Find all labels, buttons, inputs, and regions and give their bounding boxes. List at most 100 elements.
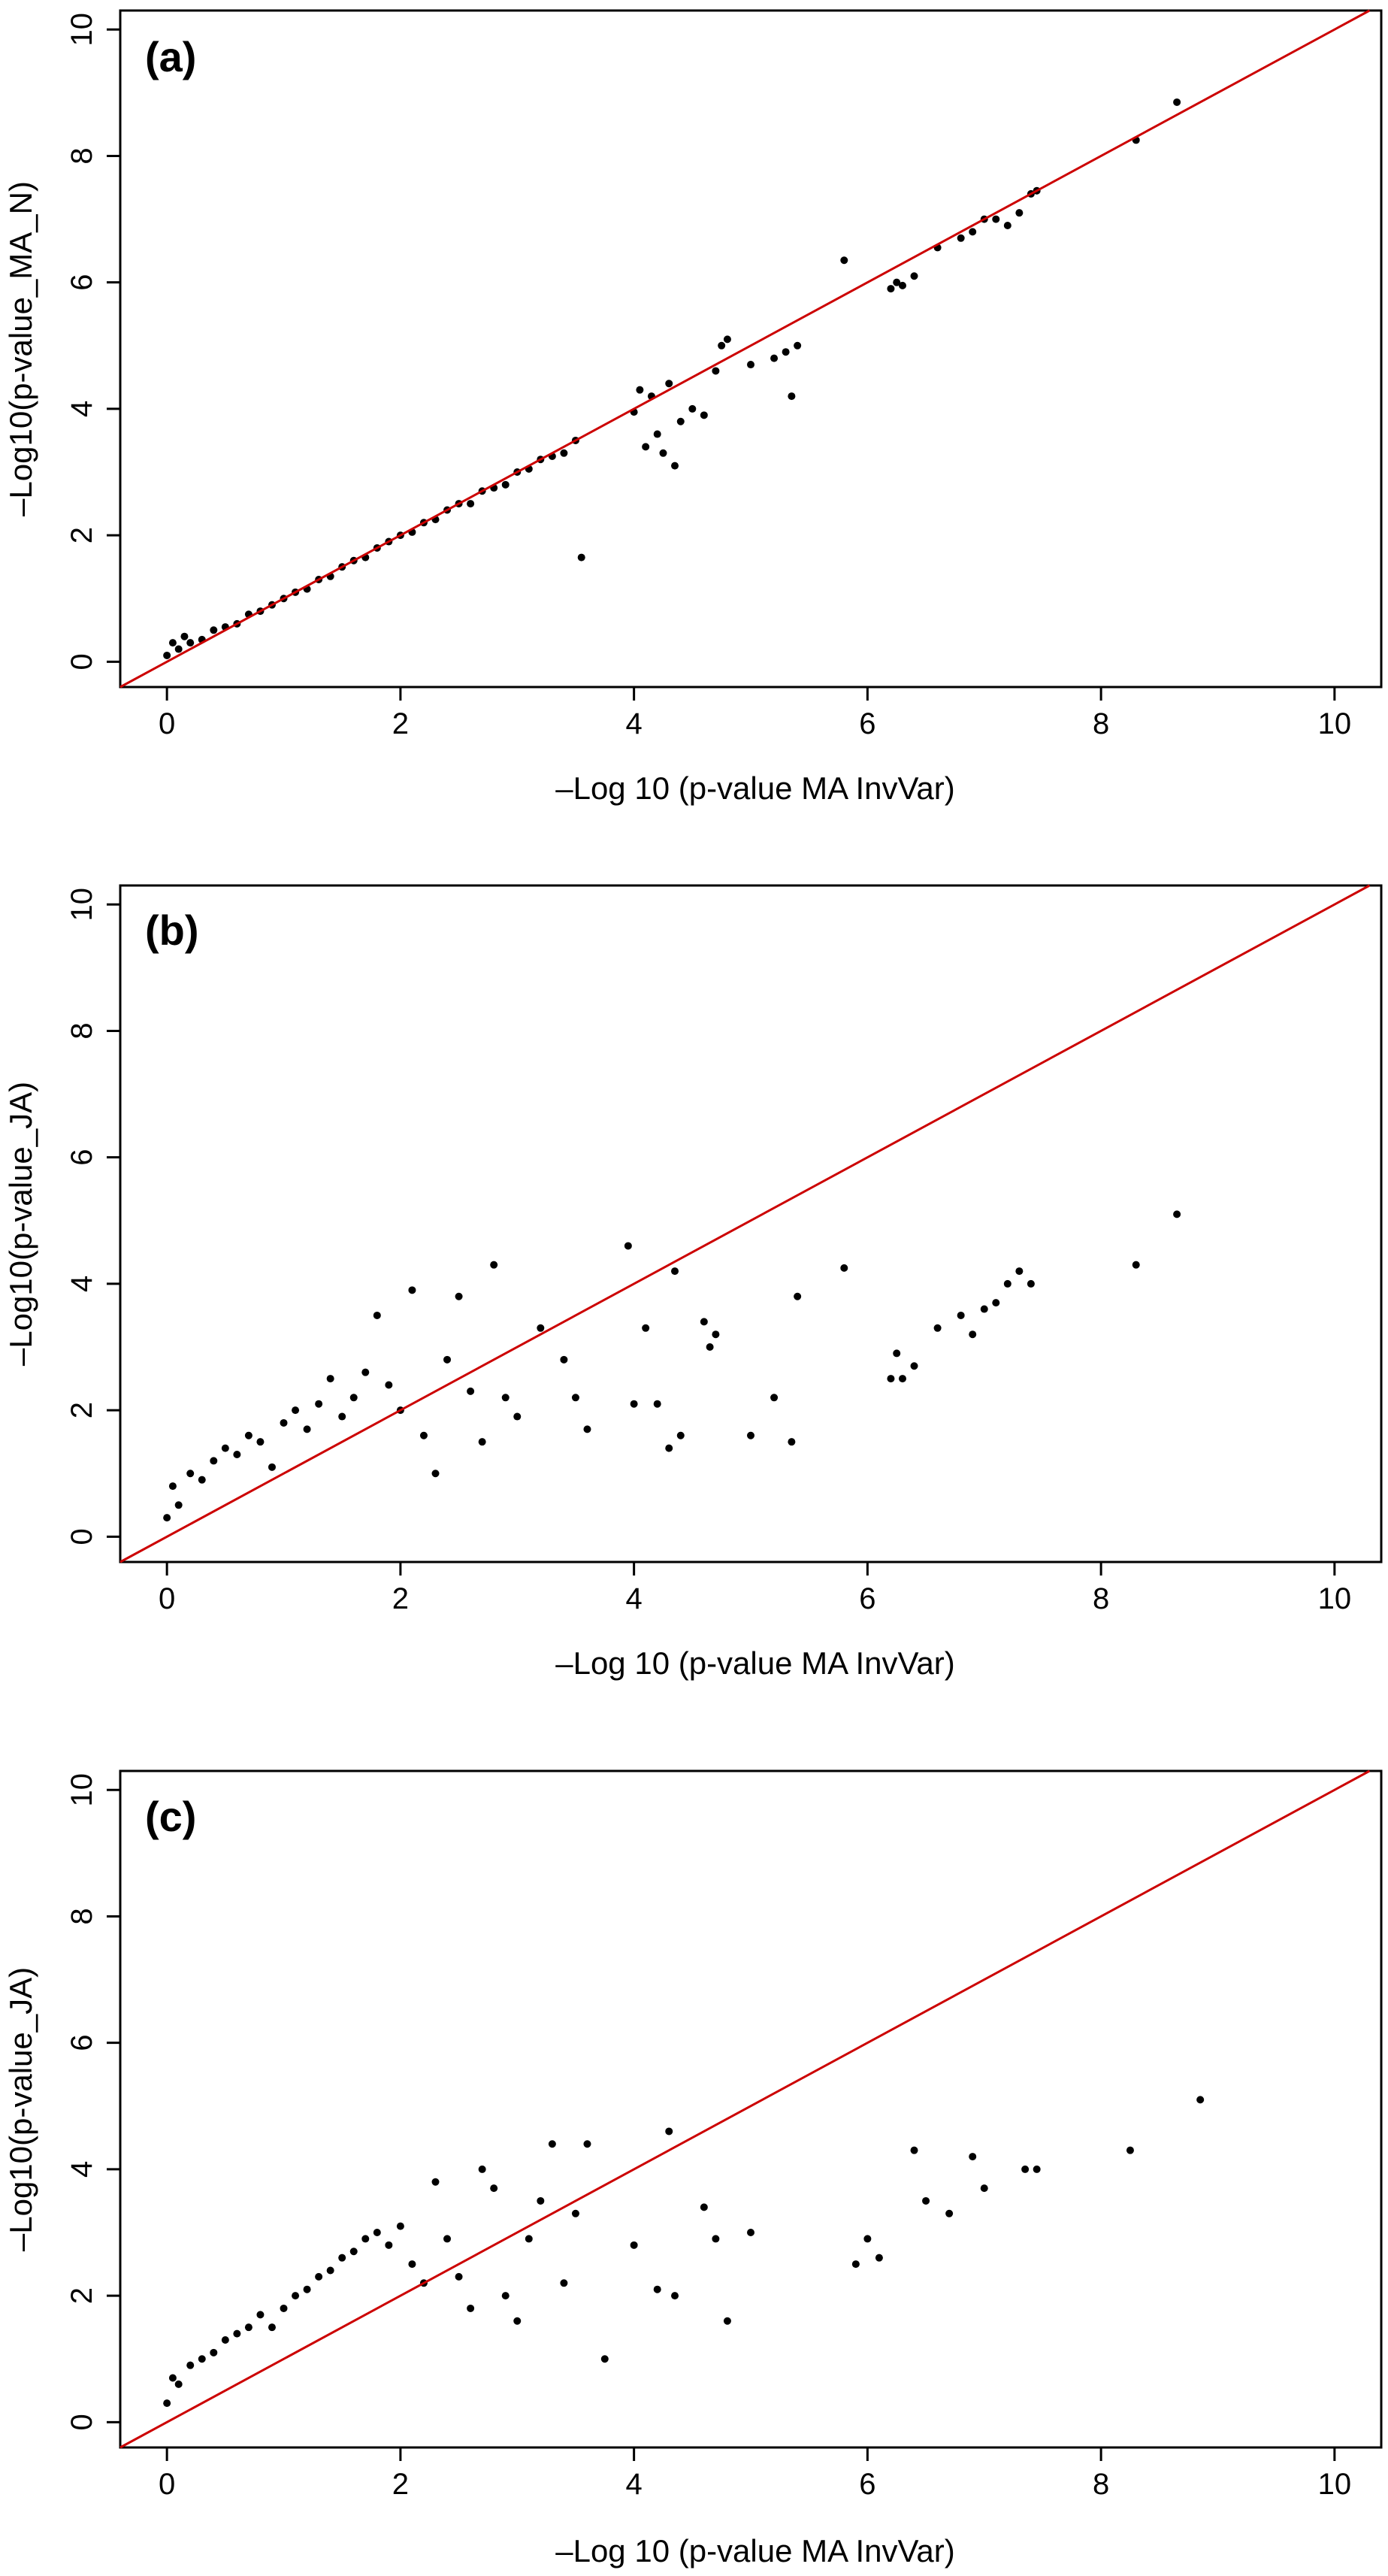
panel-b-point-0-13	[303, 1425, 311, 1433]
panel-c-y-tick-label-3: 6	[65, 2035, 98, 2051]
panel-c-reference-line	[119, 1769, 1371, 2449]
panel-c-point-0-26	[455, 2272, 463, 2281]
panel-a-point-0-64	[957, 234, 965, 242]
panel-b-point-0-5	[210, 1457, 218, 1465]
panel-a-point-0-40	[636, 386, 644, 394]
panel-b-point-0-11	[280, 1418, 288, 1427]
panel-c-point-0-8	[244, 2323, 253, 2332]
panel-c-point-0-10	[268, 2323, 276, 2332]
panel-c-y-tick-label-4: 8	[65, 1908, 98, 1924]
panel-a-point-0-73	[1173, 98, 1181, 106]
panel-c-x-tick-label-5: 10	[1318, 2468, 1352, 2501]
panel-c-point-0-20	[385, 2241, 393, 2249]
panel-c-y-tick-label-2: 4	[65, 2161, 98, 2178]
panel-c-point-0-1	[168, 2374, 177, 2382]
panel-b-point-0-12	[292, 1406, 300, 1415]
panel-a-y-axis-title: –Log10(p-value_MA_N)	[3, 181, 38, 516]
panel-b-point-0-40	[665, 1444, 673, 1452]
panel-b-point-0-26	[455, 1292, 463, 1300]
panel-c-point-0-25	[443, 2235, 452, 2243]
panel-a-point-0-46	[671, 462, 679, 470]
panel-a-point-0-52	[723, 335, 731, 344]
panel-b-point-0-6	[221, 1444, 229, 1452]
panel-c-point-0-36	[571, 2209, 579, 2217]
panel-b-point-0-39	[653, 1400, 661, 1408]
panel-c-point-0-15	[326, 2266, 334, 2275]
panel-a-y-axis: 0 2 4 6 8 10	[65, 13, 120, 670]
panel-c-points	[163, 2096, 1205, 2408]
panel-c-point-0-40	[653, 2285, 661, 2293]
panel-b-x-axis: 0 2 4 6 8 10	[159, 1562, 1351, 1615]
panel-a-point-0-45	[665, 380, 673, 388]
panel-b-point-0-45	[712, 1330, 720, 1339]
panel-a-x-tick-label-0: 0	[159, 707, 175, 740]
panel-b-point-0-9	[256, 1438, 265, 1446]
panel-c-point-0-5	[210, 2348, 218, 2357]
panel-b-x-tick-label-4: 8	[1093, 1582, 1109, 1615]
panel-c-point-0-0	[163, 2399, 171, 2408]
panel-a-x-axis-title: –Log 10 (p-value MA InvVar)	[555, 770, 955, 806]
panel-c-point-0-30	[501, 2292, 510, 2300]
panel-b-y-tick-label-5: 10	[65, 888, 98, 922]
panel-c-point-0-33	[537, 2196, 545, 2205]
panel-b-point-0-18	[361, 1368, 370, 1376]
panel-a-point-0-55	[782, 348, 790, 356]
panel-b-point-0-58	[980, 1305, 988, 1313]
panel-b-x-tick-label-2: 4	[626, 1582, 643, 1615]
panel-a-point-0-54	[770, 354, 779, 362]
panel-c-point-0-24	[431, 2178, 440, 2186]
panel-b-label: (b)	[145, 907, 199, 954]
panel-b-y-tick-label-0: 0	[65, 1528, 98, 1545]
panel-c-point-0-46	[747, 2229, 754, 2237]
panel-b-point-0-4	[198, 1476, 206, 1484]
panel-c-point-0-17	[349, 2248, 358, 2256]
panel-a-point-0-65	[969, 228, 977, 236]
panel-a-point-0-44	[659, 449, 667, 457]
panel-a-point-0-1	[168, 639, 177, 647]
panel-b-point-0-60	[1003, 1279, 1012, 1288]
panel-b-plot-area	[119, 884, 1383, 1563]
panel-a-point-0-50	[712, 367, 720, 375]
panel-b-point-0-24	[431, 1470, 440, 1478]
panel-b-x-tick-label-1: 2	[392, 1582, 409, 1615]
panel-c-point-0-16	[338, 2254, 346, 2262]
panel-c-point-0-11	[280, 2304, 288, 2312]
panel-c-y-tick-label-0: 0	[65, 2414, 98, 2430]
panel-a-point-0-28	[467, 500, 475, 508]
panel-a-point-0-3	[180, 632, 189, 640]
panel-c-point-0-37	[583, 2140, 591, 2148]
panel-b-point-0-43	[700, 1318, 708, 1326]
panel-b-point-0-41	[671, 1267, 679, 1276]
panel-b-point-0-63	[1132, 1261, 1140, 1269]
panel-a-point-0-6	[210, 626, 218, 634]
panel-a-reference-line	[119, 9, 1371, 689]
panel-c-point-0-3	[186, 2361, 195, 2369]
panel-c-point-0-58	[1196, 2096, 1205, 2104]
panel-c-label: (c)	[145, 1793, 196, 1840]
panel-b-point-0-57	[969, 1330, 977, 1339]
panel-c-y-axis: 0 2 4 6 8 10	[65, 1773, 120, 2430]
panel-b-y-tick-label-1: 2	[65, 1402, 98, 1418]
panel-b-point-0-34	[571, 1394, 579, 1402]
panel-b-point-0-48	[788, 1438, 796, 1446]
panel-a-y-tick-label-2: 4	[65, 401, 98, 417]
panel-a-point-0-36	[560, 449, 568, 457]
panel-b-x-tick-label-3: 6	[859, 1582, 875, 1615]
panel-b-point-0-27	[467, 1387, 475, 1395]
panel-b-point-0-47	[770, 1394, 779, 1402]
panel-b-point-0-15	[326, 1375, 334, 1383]
panel-c-point-0-44	[712, 2235, 720, 2243]
panel-a-point-0-38	[577, 553, 585, 562]
panel-b-point-0-35	[583, 1425, 591, 1433]
panel-a-point-0-4	[186, 639, 195, 647]
panel-c-point-0-53	[969, 2153, 977, 2161]
panel-c-point-0-41	[665, 2127, 673, 2136]
panel-b-y-tick-label-2: 4	[65, 1276, 98, 1292]
panel-a-label: (a)	[145, 33, 196, 80]
panel-b-point-0-20	[385, 1381, 393, 1389]
panel-a-point-0-56	[788, 392, 796, 401]
panel-a-x-tick-label-5: 10	[1318, 707, 1352, 740]
panel-a-point-0-69	[1015, 209, 1024, 217]
panel-b-y-tick-label-4: 8	[65, 1022, 98, 1039]
